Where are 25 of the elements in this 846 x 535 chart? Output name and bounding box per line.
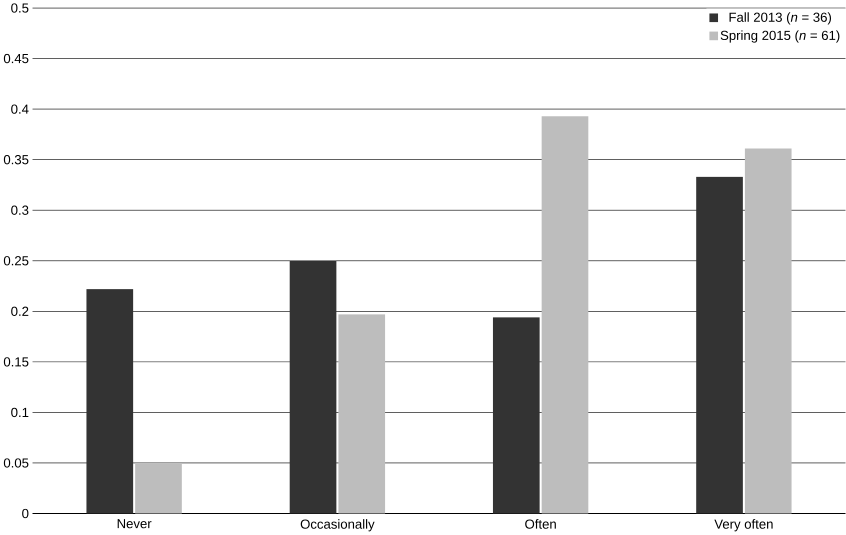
bar <box>290 260 336 514</box>
legend-label: Spring 2015 (n = 61) <box>720 30 840 43</box>
bar <box>492 318 540 514</box>
bar <box>696 176 743 514</box>
y-tick-label: 0.45 <box>4 54 28 64</box>
y-tick-label: 0.25 <box>4 256 28 266</box>
bar <box>744 148 792 514</box>
y-tick-label: 0.05 <box>4 458 28 468</box>
bar <box>86 289 134 514</box>
legend-label: Fall 2013 (n = 36) <box>730 12 832 25</box>
bar <box>135 464 182 514</box>
x-tick-label: Often <box>525 519 556 529</box>
bar <box>542 116 588 514</box>
y-tick-label: 0.3 <box>11 206 28 215</box>
y-tick-label: 0.15 <box>4 357 28 367</box>
y-tick-label: 0.5 <box>11 3 28 13</box>
y-tick-label: 0.4 <box>11 104 29 114</box>
y-tick-label: 0.35 <box>4 155 28 164</box>
y-tick-label: 0.1 <box>11 408 28 418</box>
x-tick-label: Occasionally <box>300 519 375 532</box>
bar <box>338 314 386 514</box>
y-tick-label: 0.2 <box>11 306 28 316</box>
x-tick-label: Very often <box>714 519 773 532</box>
y-tick-label: 0 <box>22 508 28 518</box>
x-tick-label: Never <box>118 519 152 528</box>
